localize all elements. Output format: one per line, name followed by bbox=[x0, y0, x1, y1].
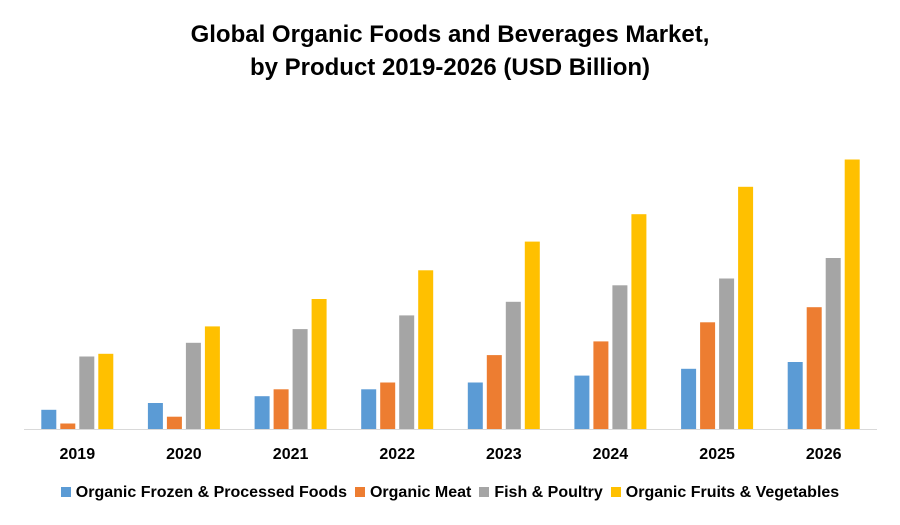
bar-fish-poultry-2024 bbox=[612, 285, 628, 429]
bar-organic-fruits-vegetables-2022 bbox=[418, 270, 434, 429]
x-tick-label-2023: 2023 bbox=[486, 446, 522, 463]
chart-title: Global Organic Foods and Beverages Marke… bbox=[0, 18, 900, 84]
chart-title-line: Global Organic Foods and Beverages Marke… bbox=[190, 21, 710, 48]
bar-organic-frozen-processed-foods-2026 bbox=[787, 362, 803, 429]
legend-swatch bbox=[479, 487, 490, 497]
bar-organic-fruits-vegetables-2025 bbox=[738, 186, 754, 429]
x-tick-label-2026: 2026 bbox=[806, 446, 842, 463]
bar-organic-frozen-processed-foods-2025 bbox=[681, 368, 697, 429]
bar-organic-meat-2021 bbox=[273, 389, 289, 429]
legend-swatch bbox=[610, 487, 621, 497]
legend-item-fish-poultry: Fish & Poultry bbox=[479, 484, 603, 502]
bar-organic-frozen-processed-foods-2020 bbox=[147, 403, 163, 429]
bar-organic-frozen-processed-foods-2023 bbox=[467, 382, 483, 429]
bar-fish-poultry-2022 bbox=[399, 315, 415, 429]
bar-organic-frozen-processed-foods-2022 bbox=[361, 389, 377, 429]
chart-legend: Organic Frozen & Processed Foods Organic … bbox=[0, 484, 900, 502]
legend-label: Organic Fruits & Vegetables bbox=[625, 484, 840, 501]
bar-fish-poultry-2026 bbox=[825, 258, 841, 429]
bar-organic-fruits-vegetables-2020 bbox=[204, 326, 220, 429]
bar-organic-fruits-vegetables-2026 bbox=[844, 159, 860, 429]
bar-organic-meat-2020 bbox=[166, 416, 182, 429]
legend-item-organic-frozen-processed-foods: Organic Frozen & Processed Foods bbox=[60, 484, 347, 502]
x-tick-label-2022: 2022 bbox=[379, 446, 415, 463]
bar-organic-frozen-processed-foods-2024 bbox=[574, 375, 590, 429]
legend-swatch bbox=[60, 487, 71, 497]
bar-organic-meat-2025 bbox=[700, 322, 716, 429]
legend-item-organic-meat: Organic Meat bbox=[354, 484, 472, 502]
bar-organic-meat-2019 bbox=[60, 423, 76, 429]
x-tick-label-2020: 2020 bbox=[166, 446, 202, 463]
bar-organic-fruits-vegetables-2024 bbox=[631, 214, 647, 429]
bar-organic-meat-2022 bbox=[380, 382, 396, 429]
legend-swatch bbox=[354, 487, 365, 497]
bar-fish-poultry-2021 bbox=[292, 329, 308, 429]
x-tick-label-2019: 2019 bbox=[60, 446, 96, 463]
bar-organic-frozen-processed-foods-2021 bbox=[254, 396, 270, 429]
chart-subtitle-line: by Product 2019-2026 (USD Billion) bbox=[249, 54, 651, 81]
bar-fish-poultry-2023 bbox=[505, 301, 521, 429]
bar-organic-fruits-vegetables-2023 bbox=[524, 241, 540, 429]
legend-label: Organic Frozen & Processed Foods bbox=[75, 484, 347, 501]
x-tick-label-2025: 2025 bbox=[699, 446, 735, 463]
bar-fish-poultry-2020 bbox=[185, 342, 201, 429]
legend-label: Fish & Poultry bbox=[494, 484, 603, 501]
legend-label: Organic Meat bbox=[369, 484, 472, 501]
bar-organic-fruits-vegetables-2019 bbox=[98, 353, 114, 429]
bar-fish-poultry-2019 bbox=[79, 356, 95, 429]
bar-fish-poultry-2025 bbox=[719, 278, 735, 429]
bar-organic-meat-2024 bbox=[593, 341, 609, 429]
bar-organic-meat-2023 bbox=[486, 355, 502, 429]
bar-organic-frozen-processed-foods-2019 bbox=[41, 409, 57, 429]
bar-organic-meat-2026 bbox=[806, 307, 822, 429]
x-tick-label-2021: 2021 bbox=[273, 446, 309, 463]
bar-organic-fruits-vegetables-2021 bbox=[311, 299, 327, 429]
legend-item-organic-fruits-vegetables: Organic Fruits & Vegetables bbox=[610, 484, 840, 502]
x-tick-label-2024: 2024 bbox=[593, 446, 629, 463]
